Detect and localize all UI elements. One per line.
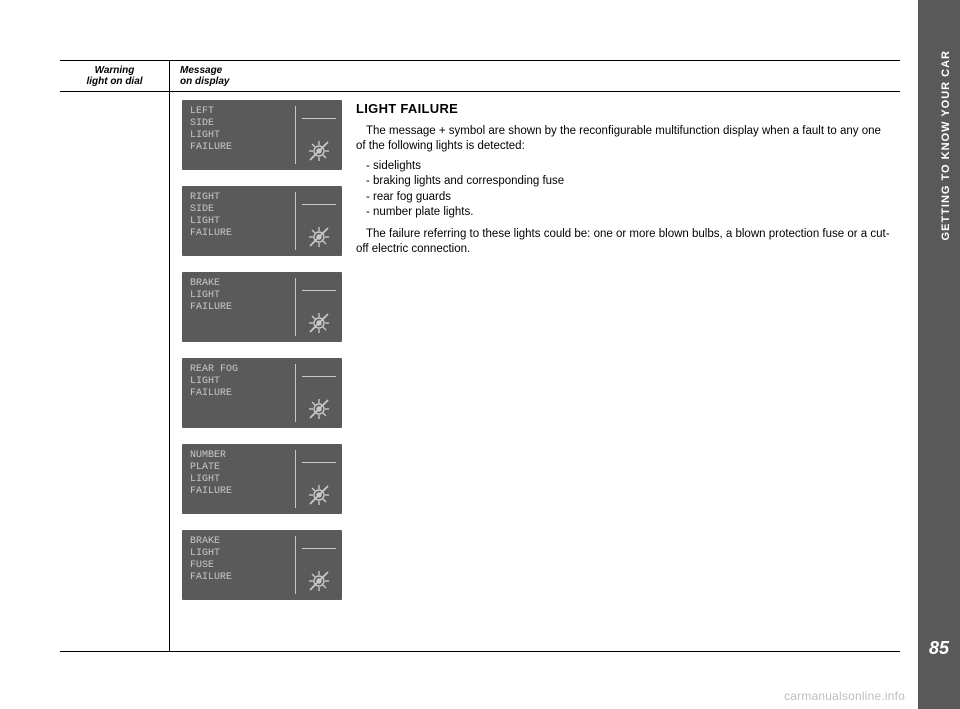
header-message-display: Message on display — [170, 61, 900, 91]
display-panel: LEFT SIDE LIGHT FAILURE — [182, 100, 342, 170]
display-panel-divider — [295, 278, 296, 336]
warning-light-column — [60, 92, 170, 651]
display-panel-text: REAR FOG LIGHT FAILURE — [182, 358, 296, 428]
bulb-failure-icon — [304, 310, 334, 336]
display-panel: REAR FOG LIGHT FAILURE — [182, 358, 342, 428]
content-area: Warning light on dial Message on display… — [60, 60, 900, 679]
header-col2-line1: Message — [180, 65, 222, 76]
bulb-failure-icon — [304, 482, 334, 508]
bulb-failure-icon — [304, 224, 334, 250]
display-panel-topline — [302, 376, 336, 377]
display-panel-divider — [295, 536, 296, 594]
display-panel-topline — [302, 462, 336, 463]
side-tab: GETTING TO KNOW YOUR CAR 85 — [918, 0, 960, 709]
display-panel-iconbox — [296, 186, 342, 256]
display-panel-text: NUMBER PLATE LIGHT FAILURE — [182, 444, 296, 514]
bulb-failure-icon — [304, 138, 334, 164]
header-col2-line2: on display — [180, 76, 229, 87]
display-panel-divider — [295, 364, 296, 422]
description-bullet: number plate lights. — [366, 205, 890, 221]
display-panel-iconbox — [296, 358, 342, 428]
table-header-row: Warning light on dial Message on display — [60, 60, 900, 92]
description-outro: The failure referring to these lights co… — [356, 227, 890, 258]
display-panel-divider — [295, 192, 296, 250]
description-bullet: braking lights and corresponding fuse — [366, 174, 890, 190]
display-panel-text: LEFT SIDE LIGHT FAILURE — [182, 100, 296, 170]
display-panel-topline — [302, 290, 336, 291]
description-bullet: sidelights — [366, 159, 890, 175]
message-column: LEFT SIDE LIGHT FAILURE RIGHT SIDE LIGHT… — [170, 92, 900, 651]
header-col1-line2: light on dial — [86, 76, 142, 87]
section-title: GETTING TO KNOW YOUR CAR — [940, 50, 952, 240]
display-panel-divider — [295, 450, 296, 508]
display-panel-divider — [295, 106, 296, 164]
bulb-failure-icon — [304, 568, 334, 594]
description-bullet: rear fog guards — [366, 190, 890, 206]
page-number: 85 — [926, 638, 952, 659]
description-bullet-list: sidelightsbraking lights and correspondi… — [366, 159, 890, 221]
bulb-failure-icon — [304, 396, 334, 422]
header-warning-light: Warning light on dial — [60, 61, 170, 91]
watermark-text: carmanualsonline.info — [784, 689, 905, 703]
header-col1-line1: Warning — [95, 65, 135, 76]
description-block: LIGHT FAILURE The message + symbol are s… — [356, 100, 890, 643]
description-intro: The message + symbol are shown by the re… — [356, 124, 890, 155]
display-panel-topline — [302, 204, 336, 205]
display-panel-iconbox — [296, 444, 342, 514]
display-panel-iconbox — [296, 530, 342, 600]
display-panel-iconbox — [296, 100, 342, 170]
display-panel: BRAKE LIGHT FUSE FAILURE — [182, 530, 342, 600]
table-body-row: LEFT SIDE LIGHT FAILURE RIGHT SIDE LIGHT… — [60, 92, 900, 652]
display-panel-text: BRAKE LIGHT FUSE FAILURE — [182, 530, 296, 600]
display-panel-list: LEFT SIDE LIGHT FAILURE RIGHT SIDE LIGHT… — [182, 100, 342, 643]
description-heading: LIGHT FAILURE — [356, 100, 890, 118]
display-panel: RIGHT SIDE LIGHT FAILURE — [182, 186, 342, 256]
manual-page: GETTING TO KNOW YOUR CAR 85 Warning ligh… — [0, 0, 960, 709]
display-panel: NUMBER PLATE LIGHT FAILURE — [182, 444, 342, 514]
display-panel-iconbox — [296, 272, 342, 342]
display-panel-topline — [302, 548, 336, 549]
display-panel-text: BRAKE LIGHT FAILURE — [182, 272, 296, 342]
display-panel: BRAKE LIGHT FAILURE — [182, 272, 342, 342]
display-panel-text: RIGHT SIDE LIGHT FAILURE — [182, 186, 296, 256]
display-panel-topline — [302, 118, 336, 119]
